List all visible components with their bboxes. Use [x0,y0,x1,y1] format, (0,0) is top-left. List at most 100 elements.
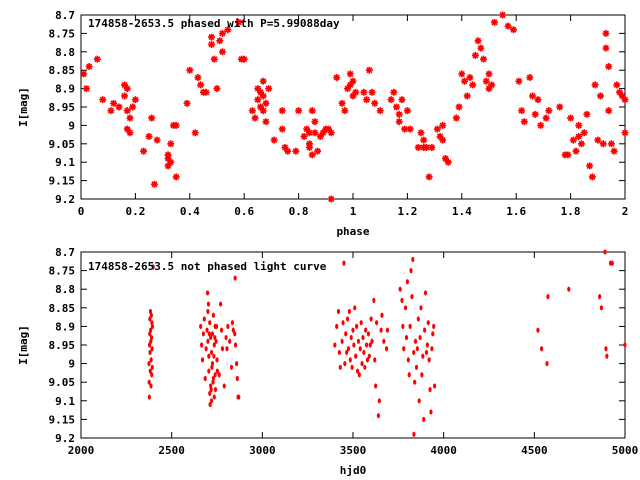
data-point [205,290,210,296]
data-point [228,338,232,344]
data-point [237,394,241,400]
data-point [379,327,383,333]
data-point [349,334,353,341]
data-point [427,143,437,152]
y-tick-label: 8.9 [55,83,75,96]
data-point [404,334,409,341]
data-point [509,25,518,35]
data-point [382,338,386,344]
data-point [340,106,350,115]
data-point [370,338,374,344]
data-point [213,387,218,393]
data-point [150,364,154,370]
data-point [422,416,426,422]
data-point [389,87,399,97]
x-tick-label: 2000 [68,444,95,457]
data-point [355,323,359,329]
data-point [598,139,608,149]
data-point [264,84,273,93]
data-point [351,327,355,333]
data-point [206,338,210,344]
data-point [166,157,176,167]
data-point [338,364,342,370]
data-point [209,387,213,393]
x-tick-label: 1.6 [506,205,526,218]
y-tick-label: 8.75 [49,27,76,40]
data-point [374,320,379,326]
data-point [413,338,418,344]
data-point [207,353,211,359]
data-point [261,99,271,108]
data-point [555,102,565,112]
data-point [433,124,442,134]
data-point [405,279,409,285]
x-tick-label: 5000 [612,444,639,457]
y-axis-ticks: 8.7 8.75 8.8 8.85 8.9 8.95 9 9.05 9.1 9.15 9.2 [49,9,625,206]
data-point [229,364,234,370]
data-point [397,95,407,104]
data-point [427,357,431,363]
data-point [98,95,108,104]
data-point [431,331,435,337]
data-point [432,323,436,329]
data-point [277,106,287,115]
data-point [347,308,351,315]
data-point [206,308,210,315]
data-point [209,349,214,356]
x-tick-label: 3000 [249,444,276,457]
data-point [139,146,148,156]
data-point [460,76,469,86]
y-tick-label: 9.1 [55,156,75,169]
data-point [201,87,211,97]
data-point [233,275,237,281]
data-point [620,95,630,104]
data-point [503,21,513,31]
x-tick-label: 0.4 [180,205,200,218]
data-point [465,73,475,82]
data-point [530,110,540,119]
data-point [394,110,404,119]
data-point [590,80,600,90]
data-point [356,338,361,344]
data-point [487,80,497,90]
data-point [206,301,211,307]
data-point [468,80,477,90]
data-point [144,132,154,141]
data-point [369,316,373,322]
data-point [147,394,151,400]
plot-title: 174858-2653.5 not phased light curve [88,260,327,273]
data-point [601,29,611,38]
data-point [106,106,116,115]
data-point [476,43,486,53]
data-point [277,124,287,134]
data-point [239,54,249,64]
x-tick-label: 0.2 [125,205,145,218]
data-point [212,342,216,348]
data-point [250,113,260,123]
data-point [423,327,427,333]
data-point [150,323,155,329]
data-point [345,69,355,79]
data-point [415,346,419,352]
data-point [345,349,349,356]
data-point [337,349,341,356]
data-point [598,294,602,300]
plot-frame [80,14,626,200]
data-point [199,323,203,329]
phased-light-curve-panel: 8.7 8.75 8.8 8.85 8.9 8.95 9 9.05 9.1 9.15 9.2 0 0.… [17,9,630,238]
data-point [367,353,371,359]
data-point [357,372,361,378]
data-point [599,305,604,311]
data-point [514,76,524,86]
data-point [375,106,385,115]
y-tick-label: 9.15 [49,413,76,426]
x-axis-ticks: 0 0.2 0.4 0.6 0.8 1 1.2 1.4 1.6 1.8 2 [78,15,628,218]
data-point [588,172,597,182]
data-point [218,29,227,38]
data-point [214,323,219,329]
data-point [421,353,425,359]
data-point [211,379,215,385]
data-point [528,91,537,101]
data-point [386,95,396,104]
y-tick-label: 8.85 [49,64,76,77]
